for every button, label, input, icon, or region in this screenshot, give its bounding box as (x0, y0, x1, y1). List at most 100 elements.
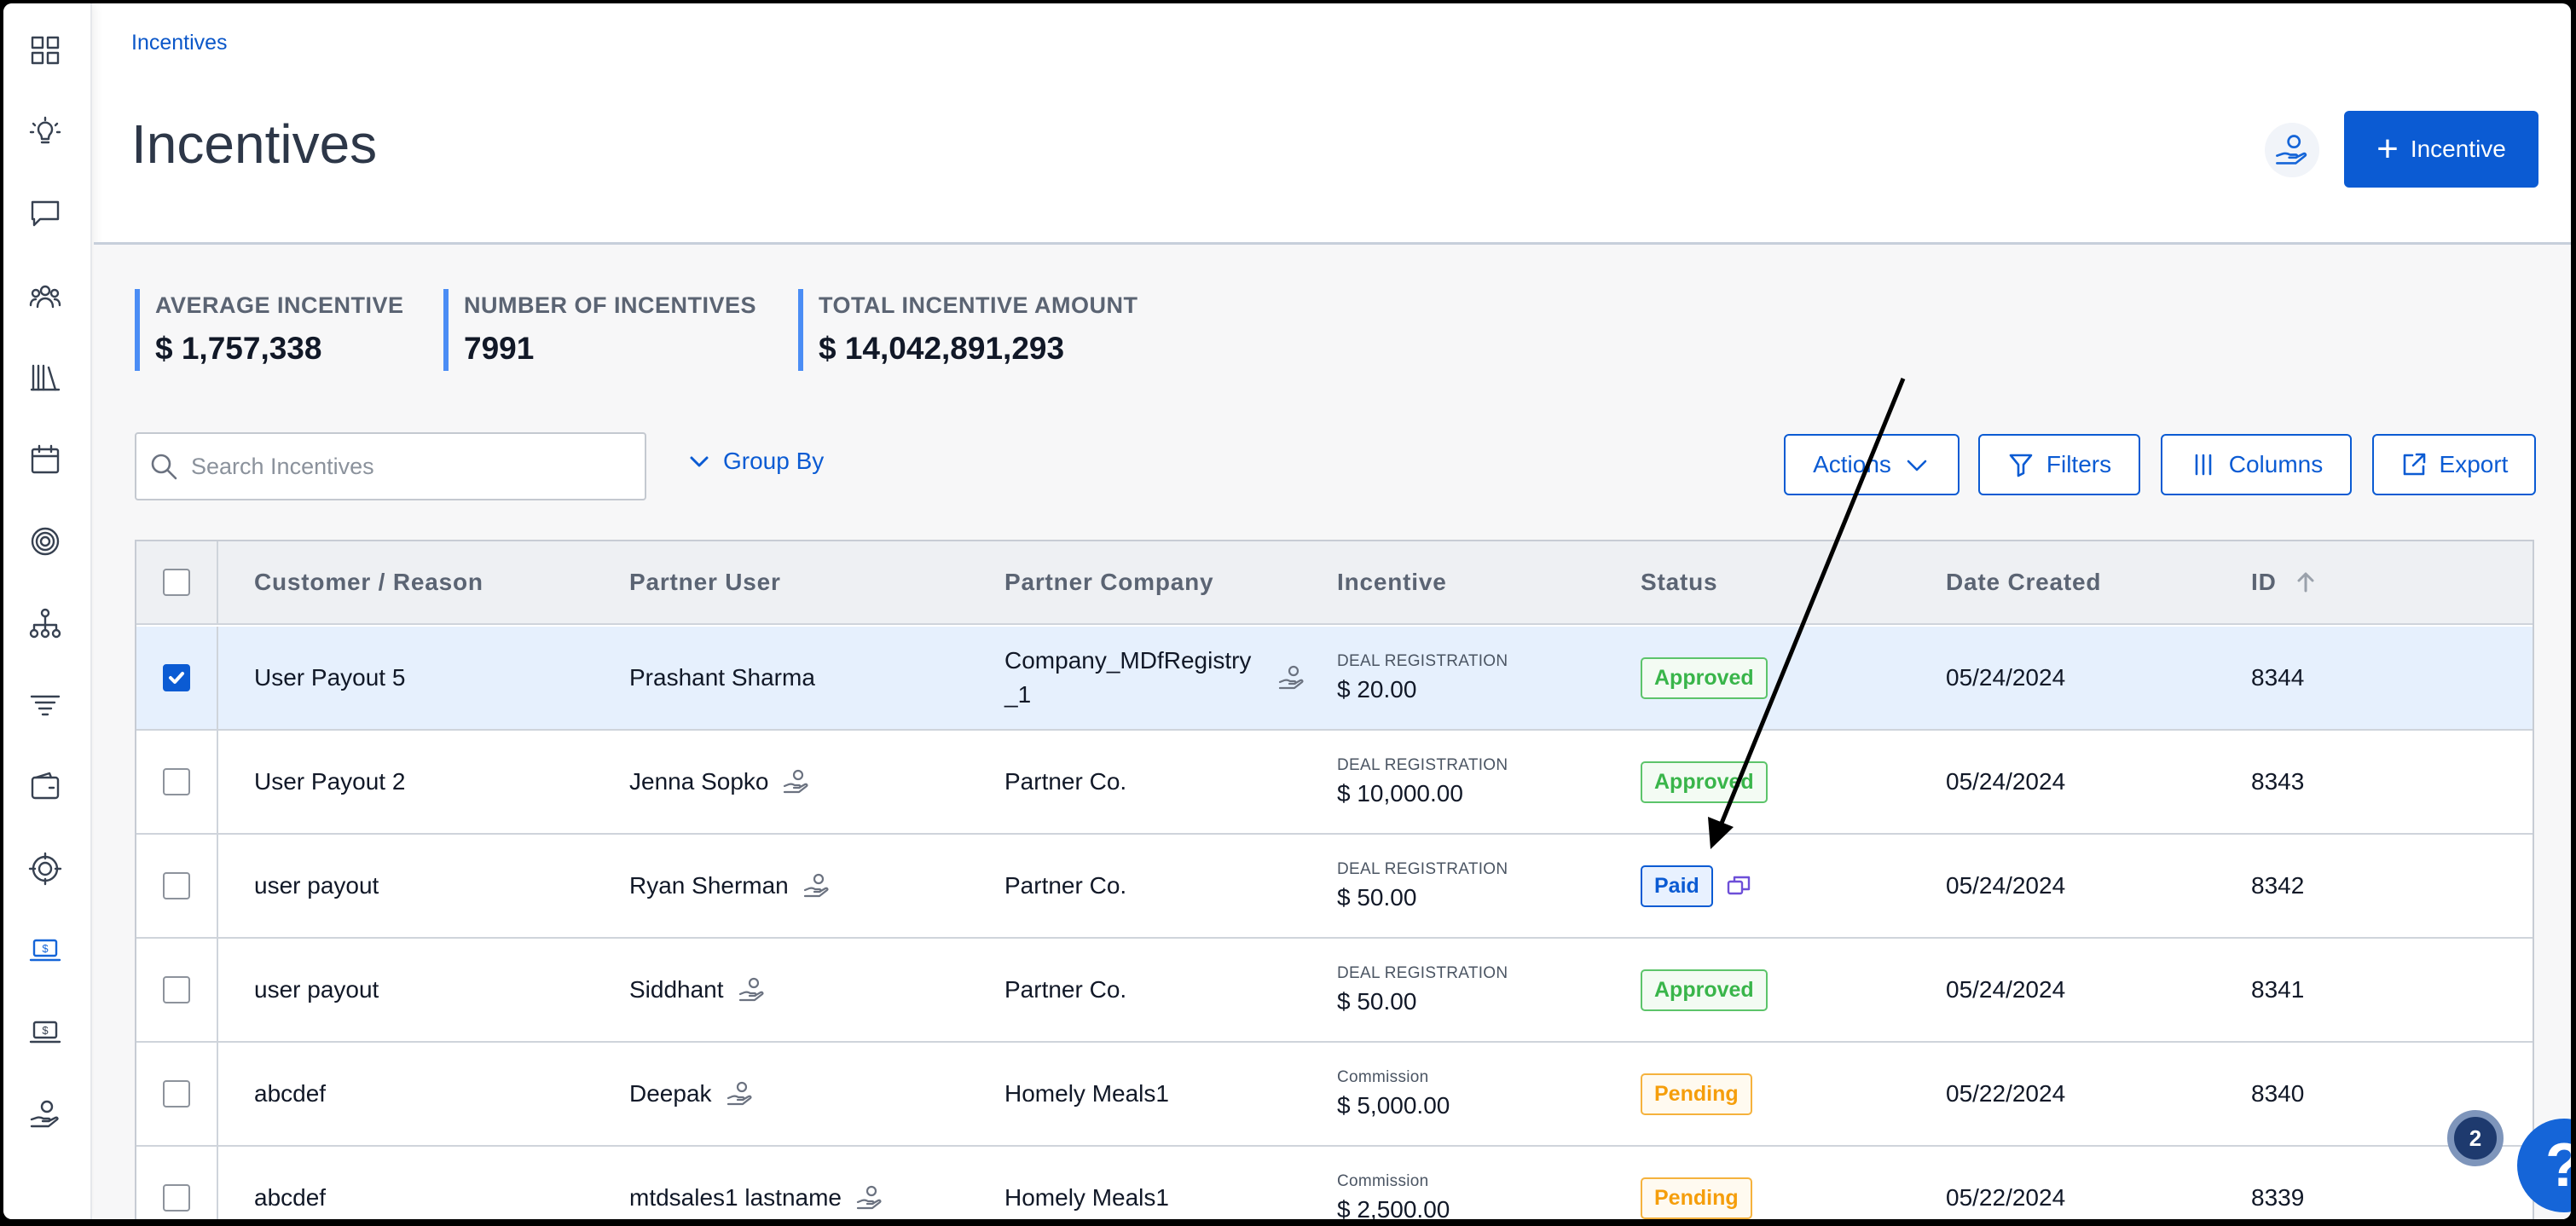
select-all-cell (136, 541, 218, 623)
sort-ascending-icon[interactable] (2294, 570, 2318, 594)
help-notification-badge: 2 (2447, 1110, 2504, 1166)
column-header-incentive[interactable]: Incentive (1337, 569, 1447, 595)
export-button[interactable]: Export (2372, 434, 2536, 495)
partner-company: Partner Co. (1004, 939, 1329, 1041)
customer-reason: abcdef (254, 1080, 327, 1107)
date-created: 05/24/2024 (1946, 872, 2066, 899)
column-header-customer[interactable]: Customer / Reason (254, 569, 483, 595)
lightbulb-icon[interactable] (26, 113, 65, 152)
table-row[interactable]: User Payout 2 Jenna Sopko Partner Co. DEAL … (136, 731, 2533, 835)
partner-company-name: Partner Co. (1004, 872, 1127, 899)
table-row[interactable]: abcdef Deepak Homely Meals1 Commission $ 5,0… (136, 1043, 2533, 1147)
partner-hand-icon (738, 977, 764, 1002)
search-box[interactable] (135, 432, 646, 500)
status-badge: Approved (1641, 656, 1768, 699)
partner-company-name: Homely Meals1 (1004, 1184, 1169, 1211)
app-window: $ $ Incentives Incentives + Incentive AV… (3, 3, 2571, 1219)
partner-company-name: Partner Co. (1004, 768, 1127, 795)
table-row[interactable]: user payout Siddhant Partner Co. DEAL REGIS… (136, 939, 2533, 1043)
status: Approved (1641, 939, 1931, 1041)
dashboard-icon[interactable] (26, 31, 65, 70)
row-checkbox[interactable] (163, 1184, 190, 1212)
incentive-hand-button[interactable] (2265, 123, 2319, 177)
group-by-button[interactable]: Group By (687, 448, 824, 475)
incentive-laptop-icon[interactable]: $ (26, 931, 65, 970)
calendar-icon[interactable] (26, 440, 65, 479)
chevron-down-icon (1907, 460, 1927, 471)
users-icon[interactable] (26, 276, 65, 315)
columns-button[interactable]: Columns (2161, 434, 2352, 495)
date-created: 05/24/2024 (1946, 664, 2066, 691)
hierarchy-icon[interactable] (26, 604, 65, 643)
incentive: DEAL REGISTRATION $ 50.00 (1337, 939, 1627, 1041)
table-row[interactable]: user payout Ryan Sherman Partner Co. DEAL R… (136, 835, 2533, 939)
row-checkbox[interactable] (163, 976, 190, 1003)
column-header-partner-company[interactable]: Partner Company (1004, 569, 1214, 595)
main-content: AVERAGE INCENTIVE $ 1,757,338 NUMBER OF … (94, 242, 2571, 1219)
chat-icon[interactable] (26, 194, 65, 234)
row-checkbox[interactable] (163, 768, 190, 795)
partner-user-name: Jenna Sopko (629, 768, 769, 795)
status: Pending (1641, 1147, 1931, 1219)
filter-lines-icon[interactable] (26, 685, 65, 725)
incentive-type: Commission (1337, 1068, 1429, 1086)
add-incentive-button[interactable]: + Incentive (2344, 111, 2538, 188)
table-row[interactable]: abcdef mtdsales1 lastname Homely Meals1 Com… (136, 1147, 2533, 1219)
select-all-checkbox[interactable] (163, 569, 190, 596)
stat-value: $ 14,042,891,293 (819, 331, 1065, 366)
actions-label: Actions (1813, 451, 1891, 477)
add-incentive-label: Incentive (2410, 136, 2506, 162)
payout-laptop-icon[interactable]: $ (26, 1013, 65, 1052)
status-badge: Paid (1641, 865, 1713, 907)
stat-value: 7991 (464, 331, 535, 366)
breadcrumb[interactable]: Incentives (131, 31, 228, 55)
customer-reason: User Payout 5 (254, 664, 406, 691)
column-header-partner-user[interactable]: Partner User (629, 569, 781, 595)
export-icon (2403, 453, 2425, 476)
target-icon[interactable] (26, 522, 65, 561)
partner-user: Jenna Sopko (629, 731, 987, 833)
incentive: DEAL REGISTRATION $ 50.00 (1337, 835, 1627, 937)
table-row[interactable]: User Payout 5 Prashant Sharma Company_MDfR… (136, 627, 2533, 731)
row-checkbox[interactable] (163, 1080, 190, 1107)
actions-button[interactable]: Actions (1784, 434, 1959, 495)
partner-hand-icon (784, 769, 808, 794)
column-header-date-created[interactable]: Date Created (1946, 569, 2102, 595)
row-checkbox[interactable] (163, 872, 190, 899)
svg-text:$: $ (42, 942, 49, 955)
table-header-row: Customer / Reason Partner User Partner C… (136, 541, 2533, 625)
status-badge: Pending (1641, 1177, 1752, 1219)
incentive: Commission $ 5,000.00 (1337, 1043, 1627, 1145)
incentive-amount: $ 5,000.00 (1337, 1092, 1450, 1119)
status: Approved (1641, 627, 1931, 729)
row-checkbox[interactable] (163, 664, 190, 691)
partner-user: Prashant Sharma (629, 627, 987, 729)
filters-button[interactable]: Filters (1978, 434, 2140, 495)
copy-icon[interactable] (1725, 872, 1752, 899)
incentive-amount: $ 10,000.00 (1337, 780, 1463, 807)
incentive-type: DEAL REGISTRATION (1337, 652, 1508, 670)
customer-reason: User Payout 2 (254, 768, 406, 795)
partner-hand-icon (1278, 665, 1304, 690)
column-header-id[interactable]: ID (2251, 541, 2507, 623)
incentive-id: 8343 (2251, 768, 2305, 795)
wallet-icon[interactable] (26, 767, 65, 807)
incentive-type: Commission (1337, 1172, 1429, 1190)
column-header-status[interactable]: Status (1641, 569, 1718, 595)
partner-user: Siddhant (629, 939, 987, 1041)
status: Pending (1641, 1043, 1931, 1145)
incentive-amount: $ 50.00 (1337, 988, 1417, 1015)
row-select-cell (136, 1043, 218, 1145)
column-header-id-label: ID (2251, 569, 2277, 595)
partner-user: Ryan Sherman (629, 835, 987, 937)
customer-reason: abcdef (254, 1184, 327, 1211)
group-by-label: Group By (723, 448, 825, 474)
globe-settings-icon[interactable] (26, 849, 65, 888)
library-icon[interactable] (26, 358, 65, 397)
columns-icon (2195, 454, 2212, 476)
search-input[interactable] (191, 453, 634, 480)
date-created: 05/24/2024 (1946, 768, 2066, 795)
hand-coin-icon[interactable] (26, 1095, 65, 1134)
partner-company-name: Homely Meals1 (1004, 1080, 1169, 1107)
partner-user: Deepak (629, 1043, 987, 1145)
